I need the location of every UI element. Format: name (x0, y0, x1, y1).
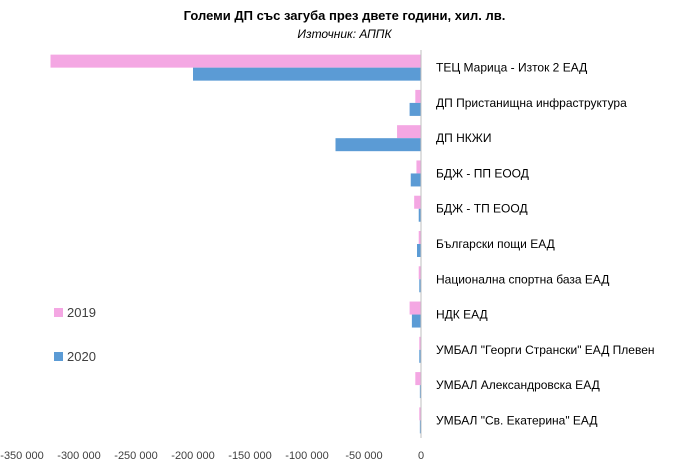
x-tick-label: -350 000 (0, 450, 43, 462)
legend: 2019 2020 (54, 305, 96, 364)
x-tick-label: -250 000 (114, 450, 157, 462)
bar-2019-8 (419, 336, 421, 350)
bar-2020-4 (418, 208, 421, 222)
bar-2019-1 (415, 89, 421, 103)
bar-2019-6 (418, 266, 421, 280)
bar-2019-4 (414, 195, 421, 209)
bar-2020-1 (409, 102, 421, 116)
bar-2020-7 (411, 314, 421, 328)
category-label: УМБАЛ Александровска ЕАД (436, 378, 600, 392)
bar-2019-3 (416, 160, 421, 174)
category-label: ДП НКЖИ (436, 131, 491, 145)
category-label: БДЖ - ТП ЕООД (436, 202, 528, 216)
category-label: НДК ЕАД (436, 308, 488, 322)
x-tick-label: -100 000 (285, 450, 328, 462)
bar-2019-9 (415, 372, 421, 386)
bars-group (50, 54, 421, 434)
bar-2020-10 (419, 420, 421, 434)
x-tick-label: 0 (418, 450, 424, 462)
legend-swatch-2019 (54, 308, 63, 317)
x-axis: -350 000 -300 000 -250 000 -200 000 -150 000… (0, 50, 424, 462)
category-label: УМБАЛ "Георги Странски" ЕАД Плевен (436, 343, 655, 357)
bar-2020-9 (419, 385, 421, 399)
category-label: Български пощи ЕАД (436, 237, 555, 251)
category-label: УМБАЛ "Св. Екатерина" ЕАД (436, 413, 597, 427)
category-label: ДП Пристанищна инфраструктура (436, 96, 627, 110)
legend-swatch-2020 (54, 352, 63, 361)
category-labels: ТЕЦ Марица - Изток 2 ЕАД ДП Пристанищна и… (436, 61, 655, 428)
bar-2019-10 (419, 407, 421, 421)
bar-2020-0 (193, 67, 421, 81)
bar-2020-3 (410, 173, 421, 187)
legend-label-2020: 2020 (67, 349, 96, 364)
bar-2020-5 (417, 244, 421, 257)
bar-2019-2 (397, 125, 421, 139)
bar-2020-6 (419, 279, 421, 293)
bar-2020-2 (335, 138, 421, 152)
chart-title: Големи ДП със загуба през двете години, … (183, 8, 506, 23)
bar-2019-7 (409, 301, 421, 315)
category-label: Национална спортна база ЕАД (436, 272, 609, 286)
x-tick-label: -50 000 (345, 450, 382, 462)
bar-2020-8 (419, 349, 421, 363)
legend-label-2019: 2019 (67, 305, 96, 320)
bar-2019-0 (50, 54, 421, 68)
x-tick-label: -300 000 (57, 450, 100, 462)
x-tick-label: -150 000 (228, 450, 271, 462)
x-tick-label: -200 000 (171, 450, 214, 462)
chart-subtitle: Източник: АППК (297, 27, 392, 41)
bar-2019-5 (418, 231, 421, 244)
category-label: БДЖ - ПП ЕООД (436, 166, 529, 180)
category-label: ТЕЦ Марица - Изток 2 ЕАД (436, 61, 587, 75)
